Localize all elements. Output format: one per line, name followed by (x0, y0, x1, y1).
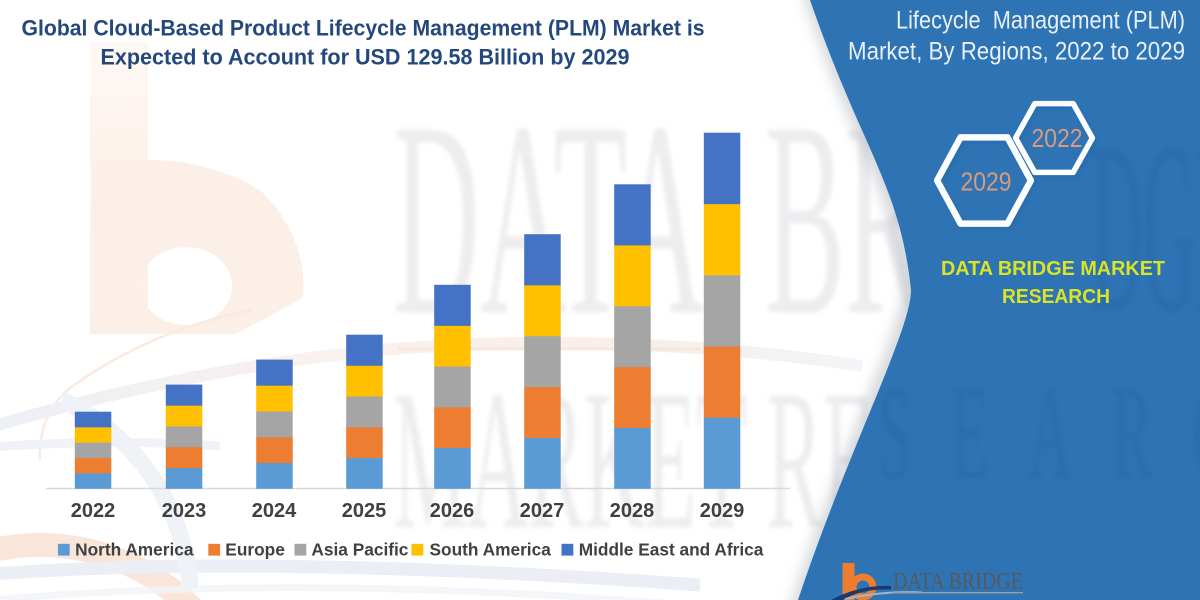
svg-text:Lifecycle Management (PLM): Lifecycle Management (PLM) (896, 7, 1185, 35)
svg-text:2028: 2028 (610, 500, 655, 522)
svg-text:2026: 2026 (430, 500, 475, 522)
svg-text:2023: 2023 (162, 500, 207, 522)
svg-text:2029: 2029 (700, 500, 745, 522)
svg-text:2022: 2022 (71, 500, 116, 522)
svg-text:MARKET RESEARCH: MARKET RESEARCH (894, 597, 1022, 600)
svg-text:DATA BRIDGE: DATA BRIDGE (893, 568, 1023, 595)
svg-text:Expected to Account for USD 12: Expected to Account for USD 129.58 Billi… (101, 45, 630, 70)
svg-text:South America: South America (430, 539, 552, 559)
svg-text:SEARCH: SEARCH (878, 359, 1200, 507)
svg-text:2024: 2024 (252, 500, 297, 522)
svg-text:RESEARCH: RESEARCH (1002, 286, 1110, 308)
svg-text:Asia Pacific: Asia Pacific (311, 539, 408, 559)
svg-text:Global Cloud-Based Product Lif: Global Cloud-Based Product Lifecycle Man… (22, 16, 705, 41)
svg-text:Market, By Regions, 2022 to 20: Market, By Regions, 2022 to 2029 (848, 38, 1185, 66)
svg-text:DGE: DGE (1090, 92, 1200, 363)
svg-text:2022: 2022 (1032, 123, 1083, 153)
svg-text:DATA BRIDGE MARKET: DATA BRIDGE MARKET (941, 258, 1165, 280)
svg-text:2027: 2027 (520, 500, 565, 522)
svg-text:North America: North America (75, 539, 194, 559)
svg-text:Europe: Europe (225, 539, 285, 559)
svg-text:2029: 2029 (961, 167, 1012, 197)
svg-text:Middle East and Africa: Middle East and Africa (579, 539, 764, 559)
svg-text:2025: 2025 (342, 500, 387, 522)
